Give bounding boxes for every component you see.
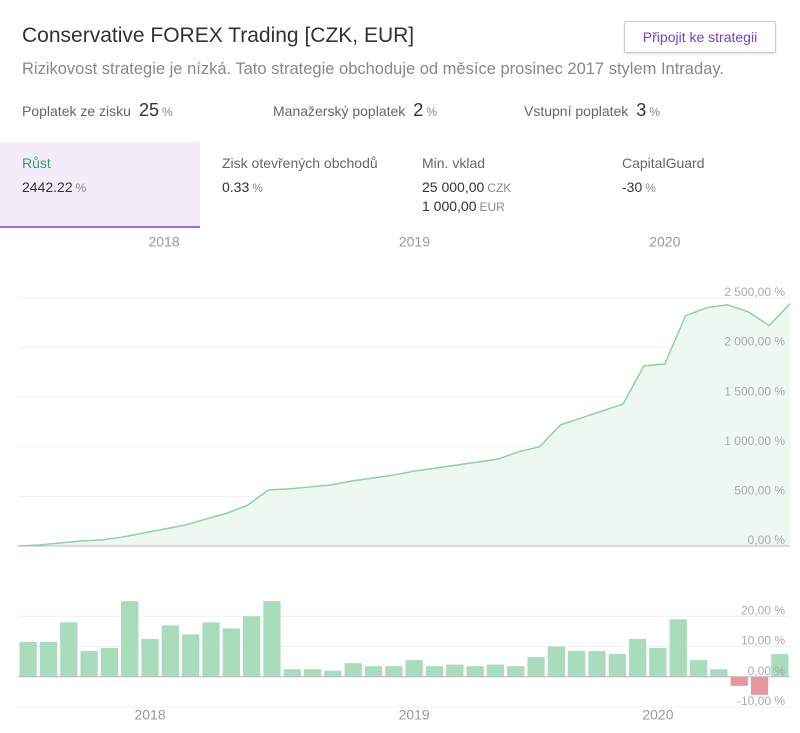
fee-value: 25	[138, 100, 159, 120]
fee: Manažerský poplatek 2%	[273, 100, 437, 121]
stat-label: Min. vklad	[422, 155, 486, 171]
stat-number: 25 000,00	[422, 179, 485, 195]
bar	[222, 628, 240, 677]
bar	[547, 646, 566, 677]
title: Conservative FOREX Trading [CZK, EUR]	[22, 24, 415, 47]
fee-value: 2	[413, 100, 424, 120]
y-tick-label: 1 000,00 %	[724, 434, 785, 448]
stat-tab[interactable]: Růst 2442.22%	[0, 142, 200, 228]
bar	[283, 669, 301, 677]
stat-tab[interactable]: CapitalGuard -30%	[600, 142, 800, 226]
stat-number: 0.33	[222, 179, 250, 195]
stat-value: 2442.22%	[22, 179, 86, 195]
stat-label: Růst	[22, 155, 51, 171]
x-tick-label: 2019	[399, 707, 430, 723]
bar	[425, 666, 444, 677]
bar	[527, 657, 545, 677]
stat-tab[interactable]: Zisk otevřených obchodů 0.33%	[200, 142, 400, 226]
bar	[39, 641, 58, 677]
y-tick-label: 1 500,00 %	[724, 384, 785, 398]
stat-unit: CZK	[487, 181, 512, 195]
bar	[242, 616, 261, 677]
fee: Vstupní poplatek 3%	[524, 100, 660, 121]
bar	[507, 666, 525, 677]
y-tick-label: 500,00 %	[734, 484, 785, 498]
stat-number: -30	[622, 179, 643, 195]
stat-unit: %	[645, 181, 656, 195]
x-tick-label: 2019	[399, 234, 430, 250]
stat-unit: %	[75, 181, 87, 195]
bar	[669, 619, 687, 677]
bar	[568, 651, 586, 677]
line	[17, 303, 791, 547]
y-tick-label: 20,00 %	[741, 603, 785, 617]
bar	[689, 660, 708, 677]
bar	[385, 666, 403, 677]
stat-number: 1 000,00	[422, 198, 477, 214]
y-tick-label: 2 500,00 %	[724, 285, 785, 299]
bar	[324, 670, 342, 677]
stat-label: Zisk otevřených obchodů	[222, 155, 378, 171]
fee: Poplatek ze zisku 25%	[22, 100, 173, 121]
bar	[405, 660, 423, 677]
bar	[486, 664, 505, 677]
stat-value: -30%	[622, 179, 656, 195]
y-tick-label: 2 000,00 %	[724, 335, 785, 349]
y-tick-label: 10,00 %	[741, 634, 785, 648]
bar	[121, 601, 139, 677]
stat-tab[interactable]: Min. vklad 25 000,00 CZK 1 000,00 EUR	[400, 142, 600, 226]
bar	[730, 676, 748, 686]
stat-value: 0.33%	[222, 179, 263, 195]
bar	[628, 638, 647, 677]
bar	[588, 651, 606, 677]
bar	[19, 641, 37, 677]
x-tick-label: 2018	[134, 707, 165, 723]
stat-value: 25 000,00 CZK	[422, 179, 511, 195]
bar	[608, 654, 626, 677]
bar	[161, 625, 180, 677]
stat-unit: %	[252, 181, 263, 195]
fee-label: Poplatek ze zisku	[22, 103, 131, 119]
bar	[710, 669, 728, 677]
bar	[80, 651, 98, 677]
fee-label: Manažerský poplatek	[273, 103, 406, 119]
y-tick-label: 0,00 %	[748, 664, 786, 678]
area	[18, 303, 790, 546]
stat-value: 1 000,00 EUR	[422, 198, 505, 214]
bar	[364, 666, 383, 677]
bar	[182, 634, 200, 677]
bar	[100, 648, 119, 677]
y-tick-label: 0,00 %	[748, 533, 786, 547]
bar	[263, 601, 281, 677]
bar	[60, 622, 78, 677]
bar	[446, 664, 464, 677]
bar	[771, 654, 789, 677]
bar	[750, 676, 769, 695]
fee-unit: %	[161, 105, 173, 119]
bar	[303, 669, 322, 677]
join-button[interactable]: Připojit ke strategii	[624, 21, 776, 53]
subtitle: Rizikovost strategie je nízká. Tato stra…	[22, 60, 724, 78]
bar	[466, 666, 484, 677]
y-tick-label: -10,00 %	[737, 694, 785, 708]
bar	[202, 622, 220, 677]
fee-label: Vstupní poplatek	[524, 103, 629, 119]
stat-unit: EUR	[479, 200, 505, 214]
stat-label: CapitalGuard	[622, 155, 705, 171]
bar	[344, 663, 362, 677]
bar	[141, 638, 159, 677]
fee-value: 3	[636, 100, 647, 120]
fee-unit: %	[426, 105, 437, 119]
stat-number: 2442.22	[22, 179, 73, 195]
fee-unit: %	[649, 105, 660, 119]
x-tick-label: 2020	[649, 234, 680, 250]
bar	[649, 648, 667, 677]
x-tick-label: 2018	[148, 234, 179, 250]
x-tick-label: 2020	[642, 707, 673, 723]
